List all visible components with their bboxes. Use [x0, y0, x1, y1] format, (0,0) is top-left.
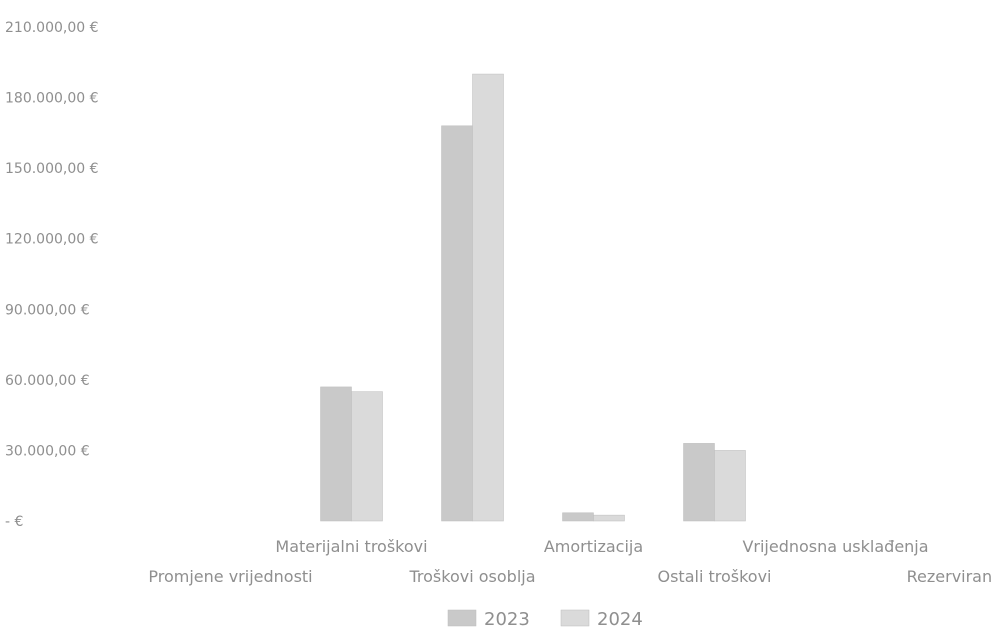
- x-category-label: Materijalni troškovi: [275, 537, 427, 556]
- legend-swatch-2023: [447, 609, 477, 627]
- bar-2023-5: [683, 443, 715, 522]
- x-category-label: Amortizacija: [544, 537, 643, 556]
- y-tick-label: 60.000,00 €: [5, 373, 90, 389]
- y-tick-label: 150.000,00 €: [5, 161, 99, 177]
- bar-2024-5: [714, 450, 746, 522]
- y-tick-label: 180.000,00 €: [5, 91, 99, 107]
- y-tick-label: 30.000,00 €: [5, 443, 90, 459]
- bar-2023-2: [320, 386, 352, 522]
- y-tick-label: - €: [5, 514, 23, 530]
- bar-2023-3: [441, 125, 473, 522]
- x-category-label: Promjene vrijednosti: [148, 567, 312, 586]
- x-category-label: Vrijednosna usklađenja: [742, 537, 928, 556]
- legend-label: 2023: [484, 609, 530, 630]
- y-axis: - € 30.000,00 € 60.000,00 € 90.000,00 € 120.…: [5, 20, 99, 530]
- bar-2023-4: [562, 512, 594, 522]
- plot-area: [320, 73, 746, 522]
- legend-swatch-2024: [560, 609, 590, 627]
- legend-label: 2024: [597, 609, 643, 630]
- x-axis: Promjene vrijednosti Materijalni troškovi…: [148, 537, 991, 586]
- bar-2024-2: [351, 391, 383, 522]
- x-category-label: Ostali troškovi: [657, 567, 771, 586]
- y-tick-label: 90.000,00 €: [5, 302, 90, 318]
- y-tick-label: 120.000,00 €: [5, 232, 99, 248]
- legend: 2023 2024: [447, 609, 643, 630]
- bar-2024-4: [593, 514, 625, 522]
- y-tick-label: 210.000,00 €: [5, 20, 99, 36]
- bar-2024-3: [472, 73, 504, 522]
- x-category-label: Troškovi osoblja: [408, 567, 535, 586]
- x-category-label: Rezerviranja: [907, 567, 991, 586]
